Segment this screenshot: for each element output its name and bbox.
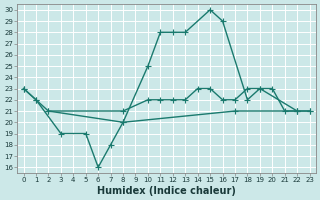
X-axis label: Humidex (Indice chaleur): Humidex (Indice chaleur) xyxy=(97,186,236,196)
